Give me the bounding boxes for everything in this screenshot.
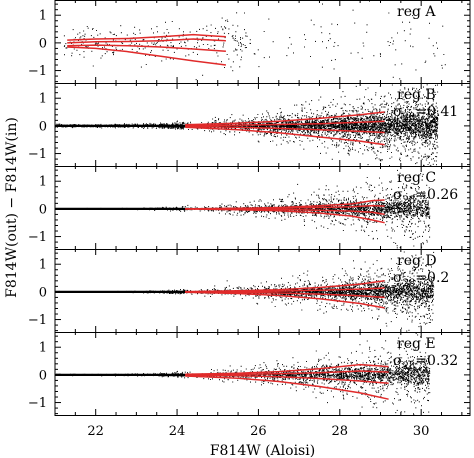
percentile-curve-1 bbox=[67, 33, 226, 41]
percentile-curve-2 bbox=[185, 370, 389, 376]
y-tick-label: −1 bbox=[28, 313, 47, 328]
x-tick-label: 30 bbox=[413, 424, 430, 439]
sigma-value: 0.32 bbox=[427, 353, 458, 369]
y-tick-label: 0 bbox=[39, 36, 47, 51]
scatter-points bbox=[55, 249, 435, 332]
percentile-curve-3 bbox=[185, 374, 389, 384]
y-tick-label: 0 bbox=[39, 368, 47, 383]
y-axis-title: F814W(out) − F814W(in) bbox=[4, 117, 20, 298]
sigma-annotation: σ28=0.2 bbox=[393, 270, 449, 289]
sigma-annotation: σ28=0.26 bbox=[393, 187, 458, 206]
percentile-curve-4 bbox=[185, 375, 389, 400]
percentile-curve-4 bbox=[67, 46, 226, 66]
sigma-annotation: σ28=0.32 bbox=[393, 353, 458, 372]
sigma-value: 0.26 bbox=[427, 187, 458, 203]
sigma-annotation: σ28=0.41 bbox=[393, 104, 458, 123]
panel-label: reg D bbox=[397, 253, 437, 269]
percentile-curve-1 bbox=[185, 111, 385, 126]
percentile-curve-4 bbox=[185, 291, 385, 309]
percentile-curve-4 bbox=[185, 126, 385, 146]
y-tick-label: 0 bbox=[39, 285, 47, 300]
x-axis-title: F814W (Aloisi) bbox=[210, 443, 315, 458]
x-tick-labels: 22 24 26 28 30 bbox=[87, 424, 429, 439]
y-tick-label: 1 bbox=[39, 92, 47, 107]
x-tick-label: 26 bbox=[250, 424, 267, 439]
panel-frame bbox=[54, 332, 471, 416]
percentile-curve-3 bbox=[185, 125, 385, 134]
sigma-value: 0.41 bbox=[427, 104, 458, 120]
scatter-points bbox=[55, 332, 431, 415]
percentile-curve-3 bbox=[67, 44, 226, 52]
y-tick-label: 1 bbox=[39, 9, 47, 24]
y-tick-label: 1 bbox=[39, 341, 47, 356]
y-tick-label: 1 bbox=[39, 175, 47, 190]
y-tick-label: −1 bbox=[28, 147, 47, 162]
x-tick-label: 24 bbox=[169, 424, 186, 439]
panel-label: reg B bbox=[397, 87, 436, 103]
y-tick-label: −1 bbox=[28, 230, 47, 245]
panel-label: reg A bbox=[397, 4, 436, 20]
percentile-curve-4 bbox=[185, 208, 385, 224]
y-tick-label: 0 bbox=[39, 202, 47, 217]
panel-1: −1 0 1 reg A bbox=[28, 0, 471, 84]
panel-label: reg C bbox=[397, 170, 436, 186]
scatter-points bbox=[63, 0, 446, 81]
y-tick-label: −1 bbox=[28, 64, 47, 79]
percentile-curve-1 bbox=[185, 363, 389, 376]
y-tick-label: −1 bbox=[28, 396, 47, 411]
panel-label: reg E bbox=[397, 336, 436, 352]
x-tick-label: 22 bbox=[87, 424, 104, 439]
percentile-curve-2 bbox=[67, 38, 226, 44]
sigma-value: 0.2 bbox=[427, 270, 449, 286]
percentile-curve-2 bbox=[185, 120, 385, 127]
y-tick-label: 1 bbox=[39, 258, 47, 273]
percentile-curve-3 bbox=[185, 291, 385, 299]
y-tick-label: 0 bbox=[39, 119, 47, 134]
x-tick-label: 28 bbox=[332, 424, 349, 439]
